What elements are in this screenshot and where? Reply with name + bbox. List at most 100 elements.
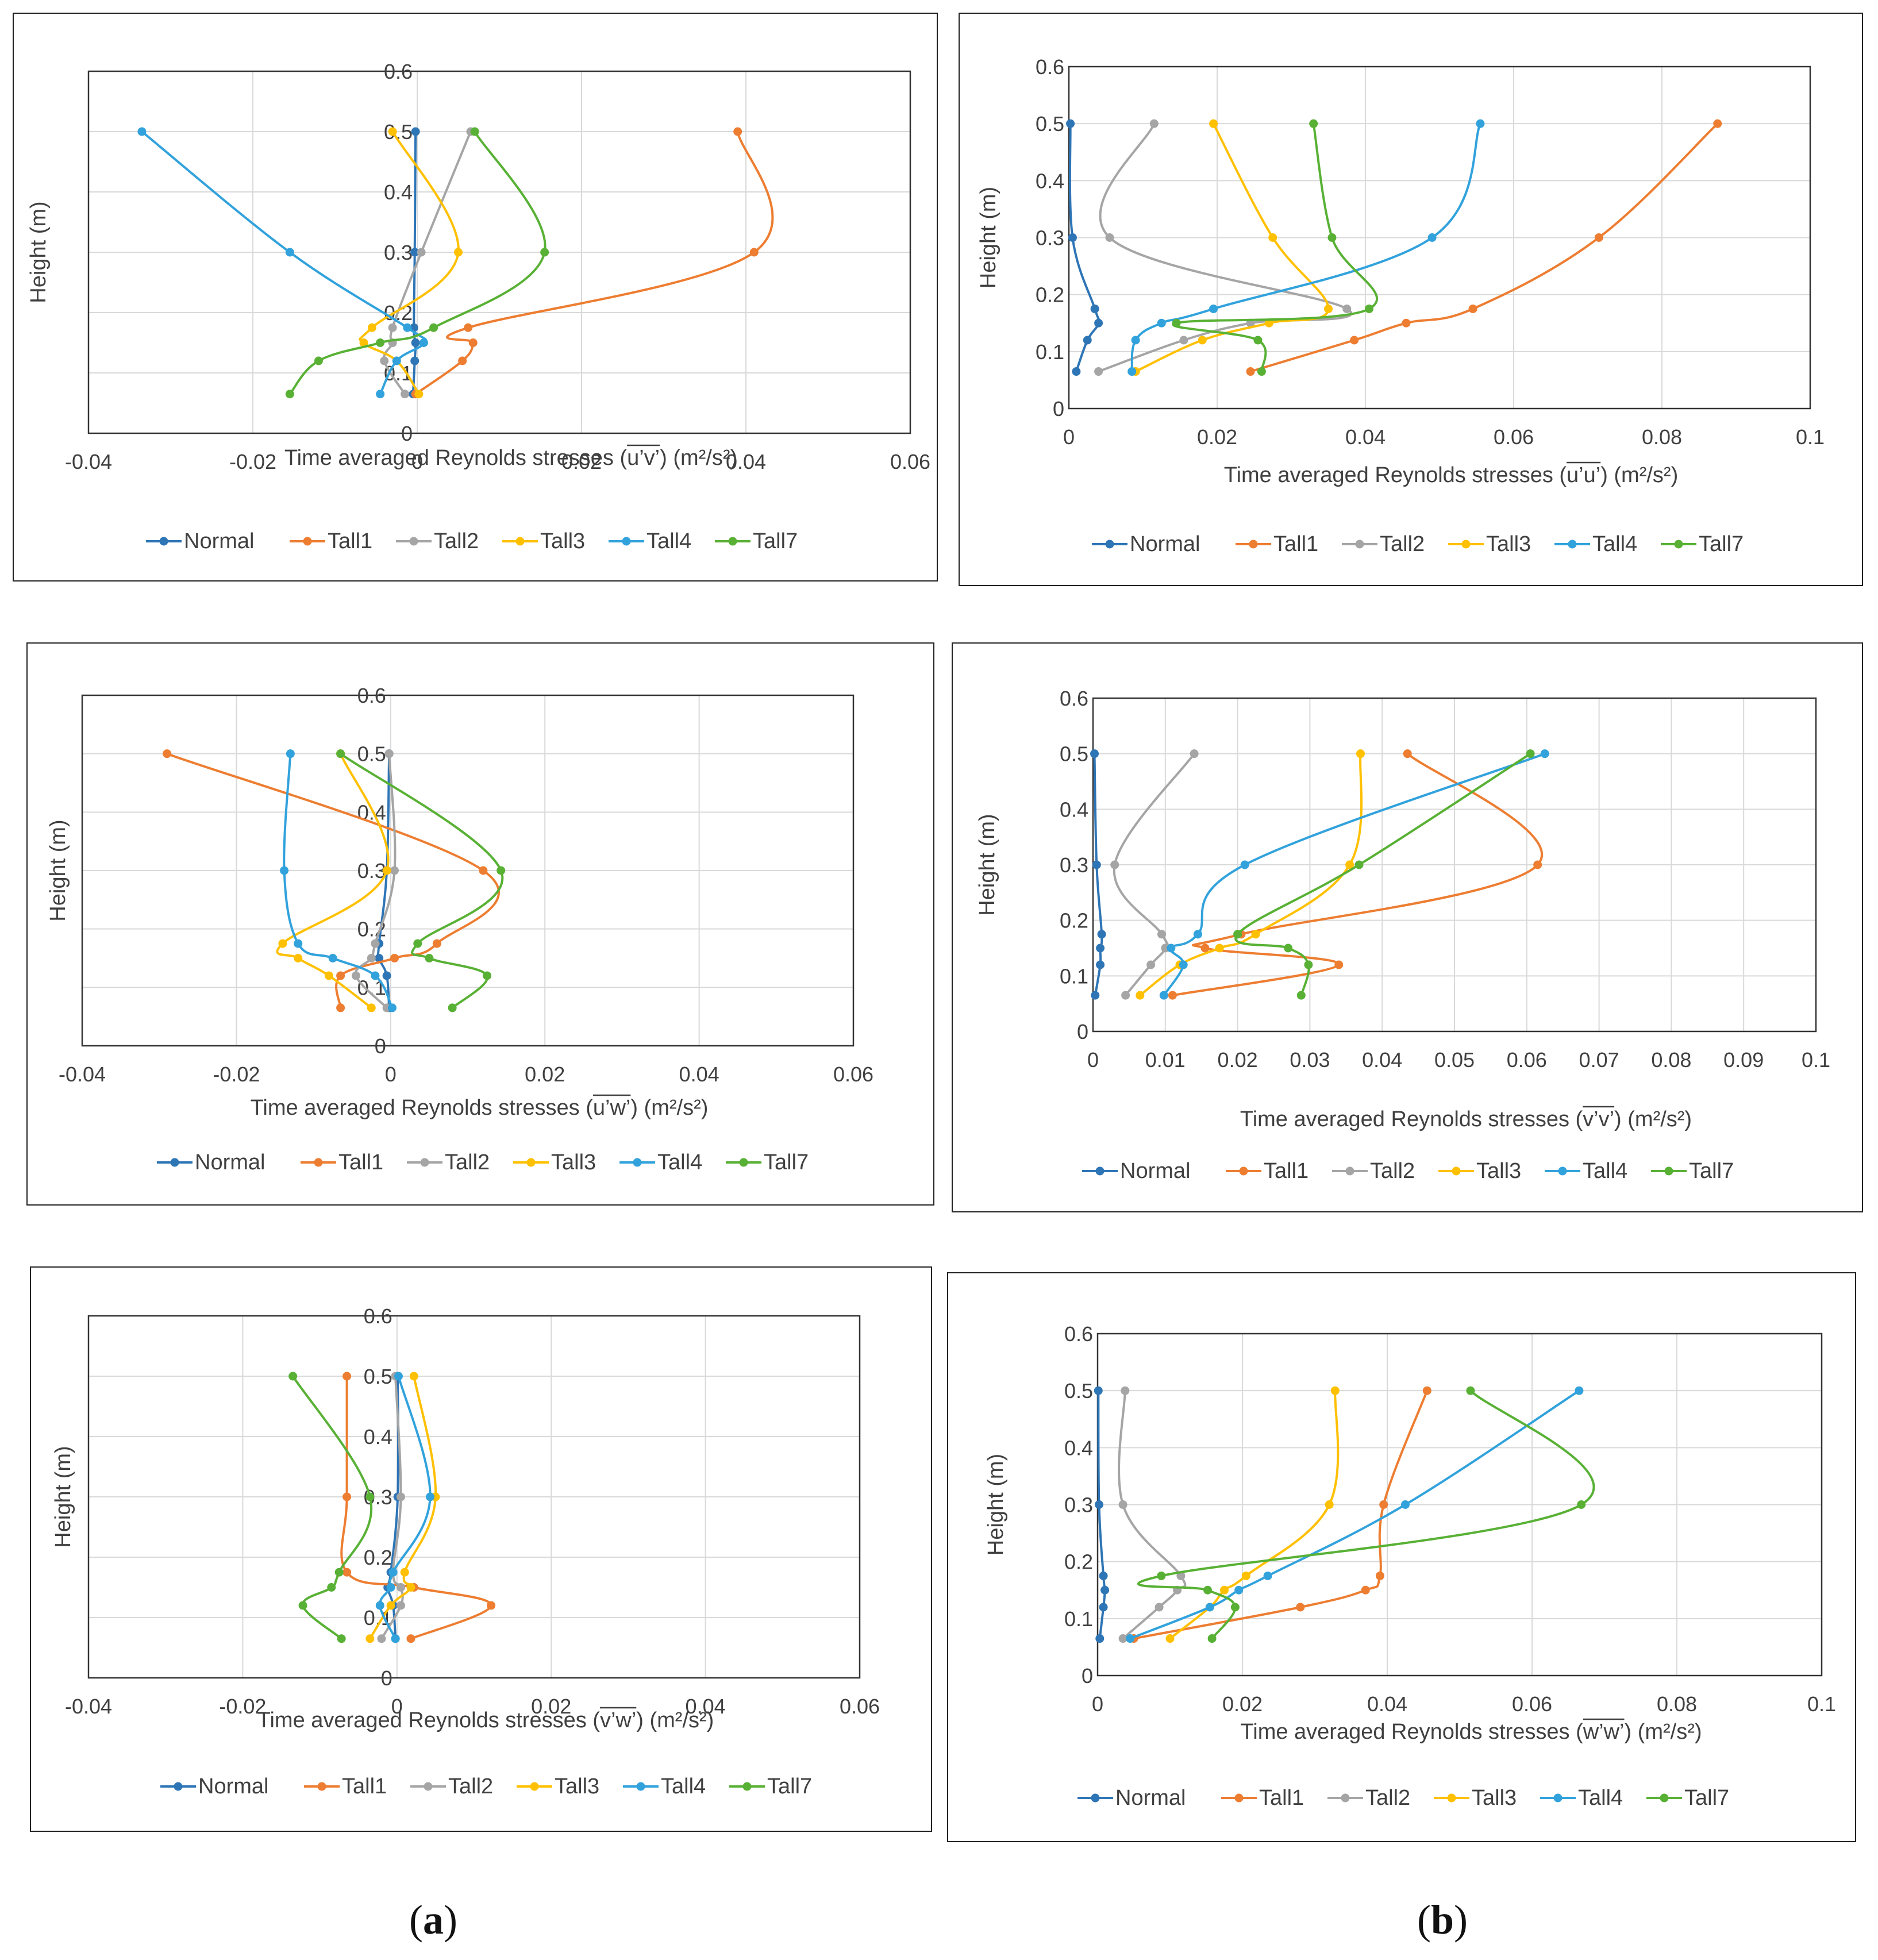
legend-item-tall4: Tall4	[1545, 1159, 1627, 1183]
y-tick-label: 0.5	[1036, 112, 1064, 136]
data-point	[397, 1583, 406, 1592]
x-tick-label: 0.02	[561, 450, 602, 473]
series-tall3	[1131, 119, 1333, 376]
data-point	[1146, 960, 1156, 969]
legend-label: Tall1	[1264, 1159, 1309, 1183]
data-point	[288, 1372, 298, 1381]
y-tick-label: 0.4	[1064, 1436, 1093, 1460]
y-tick-label: 0.2	[1064, 1550, 1093, 1574]
legend-item-tall1: Tall1	[304, 1774, 387, 1799]
legend-marker	[633, 1158, 642, 1167]
y-tick-label: 0.5	[1064, 1379, 1093, 1403]
data-point	[1157, 930, 1167, 939]
y-tick-label: 0.6	[384, 60, 413, 83]
series-tall7	[1233, 749, 1535, 1000]
data-point	[1083, 336, 1092, 345]
plot-area	[87, 1315, 861, 1679]
gridlines	[88, 71, 911, 434]
data-point	[1296, 991, 1306, 1000]
x-tick-label: 0.06	[1507, 1048, 1547, 1072]
series-line-tall7	[1137, 1389, 1595, 1639]
legend-label: Tall3	[1476, 1159, 1521, 1183]
data-point	[1427, 233, 1437, 242]
x-tick-label: 0.08	[1642, 425, 1682, 449]
legend-label: Tall4	[661, 1774, 706, 1799]
legend-marker	[1345, 1166, 1354, 1176]
data-point	[359, 338, 368, 347]
series-line-normal	[1093, 753, 1103, 996]
data-point	[377, 1634, 386, 1643]
data-point	[388, 127, 397, 136]
data-point	[410, 356, 420, 365]
data-point	[1172, 318, 1181, 328]
y-tick-label: 0.4	[1036, 169, 1064, 192]
legend-marker	[742, 1782, 752, 1791]
legend-marker	[317, 1782, 326, 1791]
data-point	[1233, 930, 1242, 939]
legend-label: Tall4	[1583, 1159, 1627, 1183]
series-tall2	[380, 127, 475, 399]
data-point	[1200, 944, 1210, 953]
x-axis-title: Time averaged Reynolds stresses (u’w’) (…	[251, 1096, 709, 1120]
legend-marker	[1568, 540, 1577, 549]
legend-item-tall3: Tall3	[502, 529, 585, 553]
data-point	[1126, 1634, 1135, 1643]
x-tick-label: 0.02	[1218, 1048, 1258, 1072]
data-point	[540, 248, 549, 257]
data-point	[388, 1568, 398, 1577]
data-point	[1094, 1386, 1103, 1395]
data-point	[1364, 304, 1373, 313]
legend-marker	[314, 1158, 323, 1167]
legend-item-tall4: Tall4	[619, 1150, 702, 1175]
data-point	[406, 1634, 415, 1643]
data-point	[1402, 318, 1411, 328]
data-point	[406, 1583, 415, 1592]
data-point	[1157, 1571, 1166, 1580]
y-tick-label: 0.1	[1060, 964, 1088, 988]
legend-item-tall2: Tall2	[407, 1150, 490, 1175]
data-point	[1097, 930, 1106, 939]
x-axis-title: Time averaged Reynolds stresses (u’v’) (…	[284, 446, 737, 470]
series-line-tall4	[1163, 752, 1545, 996]
data-point	[1220, 1585, 1229, 1595]
legend-label: Tall7	[767, 1774, 812, 1799]
y-tick-label: 0	[1082, 1664, 1093, 1688]
data-point	[479, 866, 488, 875]
data-point	[334, 1568, 344, 1577]
y-tick-label: 0.1	[1064, 1607, 1093, 1631]
legend-item-tall7: Tall7	[1646, 1786, 1729, 1810]
chart-svg-vw: 00.10.20.30.40.50.6-0.04 -0.02 0 0.02 0.04 0.…	[51, 1304, 880, 1799]
data-point	[382, 866, 391, 875]
legend-label: Tall1	[1273, 532, 1318, 556]
data-point	[1234, 1585, 1244, 1595]
y-axis-title: Height (m)	[46, 819, 70, 921]
legend: Normal Tall1 Tall2 Tall3 Tall4 Tall7	[1092, 532, 1744, 556]
gridlines	[88, 1315, 860, 1678]
data-point	[367, 954, 376, 962]
legend-marker	[739, 1158, 748, 1167]
data-point	[1193, 930, 1202, 939]
series-tall3	[365, 1372, 440, 1643]
series-line-tall4	[1130, 123, 1481, 372]
legend-marker	[159, 537, 168, 546]
x-tick-label: 0.06	[1512, 1692, 1552, 1716]
data-point	[1401, 1500, 1410, 1509]
data-point	[1577, 1500, 1586, 1509]
legend-item-normal: Normal	[160, 1774, 268, 1799]
x-tick-label: 0.06	[1494, 425, 1534, 449]
x-tick-label: 0.03	[1290, 1048, 1330, 1072]
series-tall1	[340, 1372, 496, 1643]
data-point	[1246, 367, 1255, 376]
data-point	[390, 866, 399, 875]
y-tick-label: 0.6	[1036, 55, 1064, 79]
y-tick-label: 0.3	[384, 241, 413, 264]
data-point	[1203, 1585, 1213, 1595]
series-tall7	[288, 1372, 375, 1643]
chart-svg-uu: 0 0.1 0.2 0.3 0.4 0.5 0.6 0 0.02 0.04 0.06 0.08 0.1 T…	[976, 55, 1825, 556]
y-tick-label: 0.6	[1064, 1322, 1093, 1346]
y-tick-label: 0	[381, 1666, 392, 1690]
legend-item-tall3: Tall3	[1438, 1159, 1521, 1183]
x-tick-label: 0	[385, 1062, 397, 1086]
legend-label: Normal	[1120, 1159, 1190, 1183]
data-point	[1072, 367, 1081, 376]
